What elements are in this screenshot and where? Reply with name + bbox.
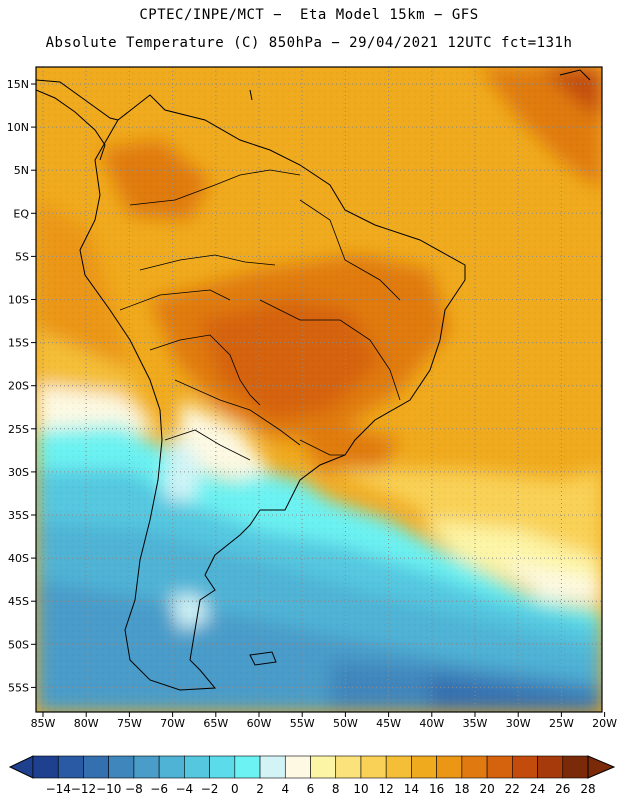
colorbar-label: 24: [530, 782, 545, 796]
colorbar-label: 10: [353, 782, 368, 796]
longitude-labels: 85W 80W 75W 70W 65W 60W 55W 50W 45W 40W 35W 30W 25W 2…: [31, 712, 617, 730]
colorbar-label: 2: [256, 782, 264, 796]
colorbar-label: 12: [379, 782, 394, 796]
colorbar-swatch: [158, 755, 185, 779]
map-title-line-1: CPTEC/INPE/MCT − Eta Model 15km − GFS: [139, 7, 479, 23]
coastline: [36, 69, 591, 691]
colorbar-label: −14: [46, 782, 71, 796]
colorbar-swatch: [562, 755, 589, 779]
colorbar-label: −4: [176, 782, 194, 796]
lat-label: 10S: [8, 294, 29, 307]
colorbar-label: −8: [125, 782, 143, 796]
lat-label: 35S: [8, 509, 29, 522]
colorbar-swatch: [234, 755, 261, 779]
lon-label: 80W: [74, 717, 99, 730]
colorbar-swatch: [108, 755, 135, 779]
colorbar-label: 28: [580, 782, 595, 796]
colorbar-label: 20: [479, 782, 494, 796]
colorbar-label: −12: [71, 782, 96, 796]
colorbar-label: 22: [505, 782, 520, 796]
colorbar-label: −2: [201, 782, 219, 796]
lat-label: 45S: [8, 595, 29, 608]
lat-label: 25S: [8, 423, 29, 436]
map-title-line-2: Absolute Temperature (C) 850hPa − 29/04/…: [45, 35, 573, 51]
colorbar-swatch: [259, 755, 286, 779]
lat-label: 55S: [8, 681, 29, 694]
colorbar-swatch: [184, 755, 210, 779]
colorbar-label: −6: [150, 782, 168, 796]
lon-label: 40W: [419, 717, 444, 730]
colorbar-swatch: [461, 755, 488, 779]
lon-label: 70W: [160, 717, 185, 730]
colorbar-label: −10: [96, 782, 121, 796]
colorbar-swatch: [209, 755, 236, 779]
colorbar-label: 18: [454, 782, 469, 796]
lon-label: 35W: [463, 717, 488, 730]
colorbar-label: 8: [332, 782, 340, 796]
lat-label: EQ: [13, 207, 29, 220]
lat-label: 15S: [8, 337, 29, 350]
lat-label: 10N: [7, 121, 29, 134]
colorbar: −14 −12 −10 −8 −6 −4 −2 0 2 4 6 8 10 12 14 16 18 20 22 24 26…: [8, 755, 616, 796]
colorbar-swatch: [512, 755, 538, 779]
colorbar-swatch: [83, 755, 109, 779]
lat-label: 30S: [8, 466, 29, 479]
colorbar-swatch: [486, 755, 513, 779]
lon-label: 45W: [376, 717, 401, 730]
lat-label: 5S: [15, 250, 29, 263]
colorbar-label: 0: [231, 782, 239, 796]
colorbar-arrow-right: [587, 755, 616, 779]
colorbar-swatch: [310, 755, 337, 779]
colorbar-swatch: [32, 755, 59, 779]
country-borders: [119, 169, 401, 461]
colorbar-label: 14: [404, 782, 419, 796]
colorbar-swatch: [133, 755, 160, 779]
colorbar-label: 26: [555, 782, 570, 796]
colorbar-arrow-left: [8, 755, 34, 779]
lon-label: 20W: [592, 717, 617, 730]
colorbar-swatch: [284, 755, 311, 779]
lon-label: 25W: [549, 717, 574, 730]
lon-label: 60W: [247, 717, 272, 730]
colorbar-swatch: [411, 755, 437, 779]
lat-label: 20S: [8, 380, 29, 393]
lon-label: 55W: [290, 717, 315, 730]
lon-label: 50W: [333, 717, 358, 730]
lon-label: 85W: [31, 717, 56, 730]
latitude-labels: 15N 10N 5N EQ 5S 10S 15S 20S 25S 30S 35S 40S 45S 50S 5…: [7, 78, 36, 694]
colorbar-label: 16: [429, 782, 444, 796]
colorbar-swatch: [57, 755, 84, 779]
colorbar-swatch: [335, 755, 362, 779]
lat-label: 5N: [14, 164, 29, 177]
lat-label: 50S: [8, 638, 29, 651]
temperature-field: [36, 67, 602, 712]
lat-label: 15N: [7, 78, 29, 91]
lon-label: 75W: [117, 717, 142, 730]
lon-label: 30W: [506, 717, 531, 730]
colorbar-swatch: [537, 755, 564, 779]
colorbar-label: 4: [281, 782, 289, 796]
colorbar-label: 6: [307, 782, 315, 796]
colorbar-swatch: [436, 755, 463, 779]
lat-label: 40S: [8, 552, 29, 565]
plot-frame: [35, 66, 603, 713]
lon-label: 65W: [203, 717, 228, 730]
colorbar-swatch: [360, 755, 387, 779]
colorbar-swatch: [385, 755, 412, 779]
